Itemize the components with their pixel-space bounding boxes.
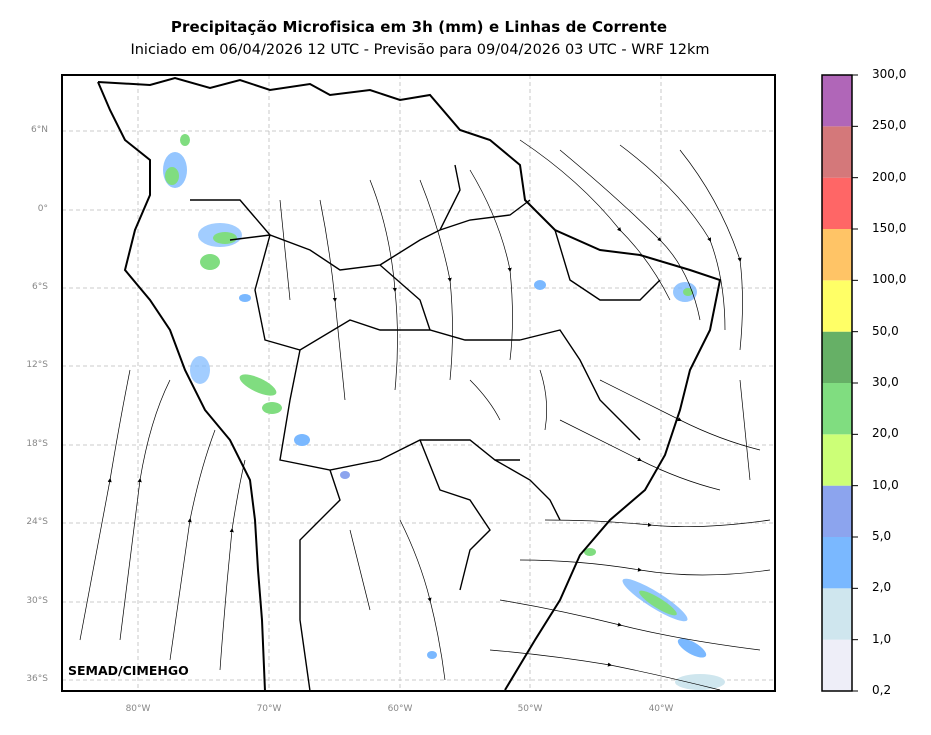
lon-label: 40°W — [648, 704, 674, 714]
colorbar-segment — [822, 177, 852, 229]
colorbar-label: 20,0 — [872, 426, 899, 441]
lon-label: 80°W — [125, 704, 151, 714]
credit-text: SEMAD/CIMEHGO — [68, 663, 189, 678]
lat-label: 18°S — [26, 439, 48, 449]
lat-label: 24°S — [26, 517, 48, 527]
streamlines — [79, 139, 771, 691]
lat-label: 0° — [37, 204, 48, 214]
colorbar-label: 50,0 — [872, 323, 899, 338]
colorbar-segment — [822, 383, 852, 435]
colorbar-segment — [822, 434, 852, 486]
borders — [190, 164, 661, 691]
lat-label: 30°S — [26, 596, 48, 606]
colorbar-label: 1,0 — [872, 631, 892, 646]
coastline — [97, 76, 722, 691]
gridlines — [62, 75, 775, 691]
colorbar-label: 200,0 — [872, 169, 907, 184]
map-frame — [61, 74, 776, 692]
colorbar-segment — [822, 639, 852, 691]
lat-label: 6°S — [32, 282, 48, 292]
lon-label: 60°W — [387, 704, 413, 714]
colorbar-segment — [822, 537, 852, 589]
colorbar-label: 0,2 — [872, 683, 892, 697]
colorbar-segment — [822, 485, 852, 537]
colorbar-segment — [822, 280, 852, 332]
chart-title: Precipitação Microfisica em 3h (mm) e Li… — [170, 18, 668, 36]
colorbar-segment — [822, 75, 852, 127]
colorbar-segment — [822, 229, 852, 281]
colorbar-label: 10,0 — [872, 477, 899, 492]
colorbar-segment — [822, 331, 852, 383]
colorbar-label: 100,0 — [872, 272, 907, 287]
precipitation-cells — [163, 134, 725, 690]
colorbar-segment — [822, 588, 852, 640]
lat-label: 36°S — [26, 674, 48, 684]
lat-label: 12°S — [26, 360, 48, 370]
lat-label: 6°N — [31, 125, 48, 135]
colorbar-label: 30,0 — [872, 375, 899, 389]
colorbar-label: 5,0 — [872, 529, 892, 543]
chart-subtitle: Iniciado em 06/04/2026 12 UTC - Previsão… — [130, 42, 710, 58]
lon-label: 70°W — [256, 704, 282, 714]
colorbar-label: 150,0 — [872, 221, 907, 235]
lon-label: 50°W — [517, 704, 543, 714]
colorbar-label: 2,0 — [872, 580, 892, 595]
colorbar-label: 300,0 — [872, 67, 907, 81]
colorbar-label: 250,0 — [872, 118, 907, 133]
colorbar-segment — [822, 126, 852, 178]
